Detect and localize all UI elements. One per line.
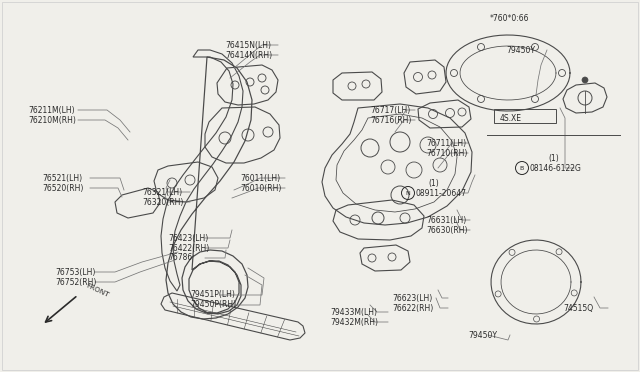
- Text: 76752(RH): 76752(RH): [55, 278, 97, 286]
- Text: 76717(LH): 76717(LH): [370, 106, 410, 115]
- Text: 76211M(LH): 76211M(LH): [28, 106, 75, 115]
- Text: 76210M(RH): 76210M(RH): [28, 115, 76, 125]
- Text: 76321(LH): 76321(LH): [142, 187, 182, 196]
- Text: N: N: [406, 190, 410, 196]
- Text: 76716(RH): 76716(RH): [370, 115, 412, 125]
- Text: 76010(RH): 76010(RH): [240, 183, 282, 192]
- Text: FRONT: FRONT: [85, 282, 110, 298]
- Text: 76711(LH): 76711(LH): [426, 138, 466, 148]
- Text: 76423(LH): 76423(LH): [168, 234, 208, 243]
- Text: 08911-20647: 08911-20647: [416, 189, 467, 198]
- Text: 79450Y: 79450Y: [506, 45, 535, 55]
- Text: 76011(LH): 76011(LH): [240, 173, 280, 183]
- Text: 79433M(LH): 79433M(LH): [330, 308, 377, 317]
- Text: 76622(RH): 76622(RH): [392, 304, 433, 312]
- Text: 76710(RH): 76710(RH): [426, 148, 467, 157]
- Text: 76623(LH): 76623(LH): [392, 294, 432, 302]
- Text: 76414N(RH): 76414N(RH): [225, 51, 272, 60]
- Text: 4S.XE: 4S.XE: [500, 113, 522, 122]
- Text: 08146-6122G: 08146-6122G: [530, 164, 582, 173]
- Text: 76786: 76786: [168, 253, 192, 263]
- Text: 76520(RH): 76520(RH): [42, 183, 83, 192]
- Text: 76631(LH): 76631(LH): [426, 215, 467, 224]
- Text: 76753(LH): 76753(LH): [55, 267, 95, 276]
- Text: 76422(RH): 76422(RH): [168, 244, 209, 253]
- Text: 76630(RH): 76630(RH): [426, 225, 467, 234]
- Text: (1): (1): [548, 154, 559, 163]
- Text: 76320(RH): 76320(RH): [142, 198, 184, 206]
- Text: 79451P(LH): 79451P(LH): [190, 291, 235, 299]
- Text: 79432M(RH): 79432M(RH): [330, 317, 378, 327]
- Text: *760*0:66: *760*0:66: [490, 13, 529, 22]
- Text: 79450P(RH): 79450P(RH): [190, 301, 236, 310]
- Text: 79450Y: 79450Y: [468, 330, 497, 340]
- Text: (1): (1): [428, 179, 439, 187]
- Text: B: B: [520, 166, 524, 170]
- Circle shape: [582, 77, 588, 83]
- Text: 74515Q: 74515Q: [563, 304, 593, 312]
- Text: 76521(LH): 76521(LH): [42, 173, 82, 183]
- Text: 76415N(LH): 76415N(LH): [225, 41, 271, 49]
